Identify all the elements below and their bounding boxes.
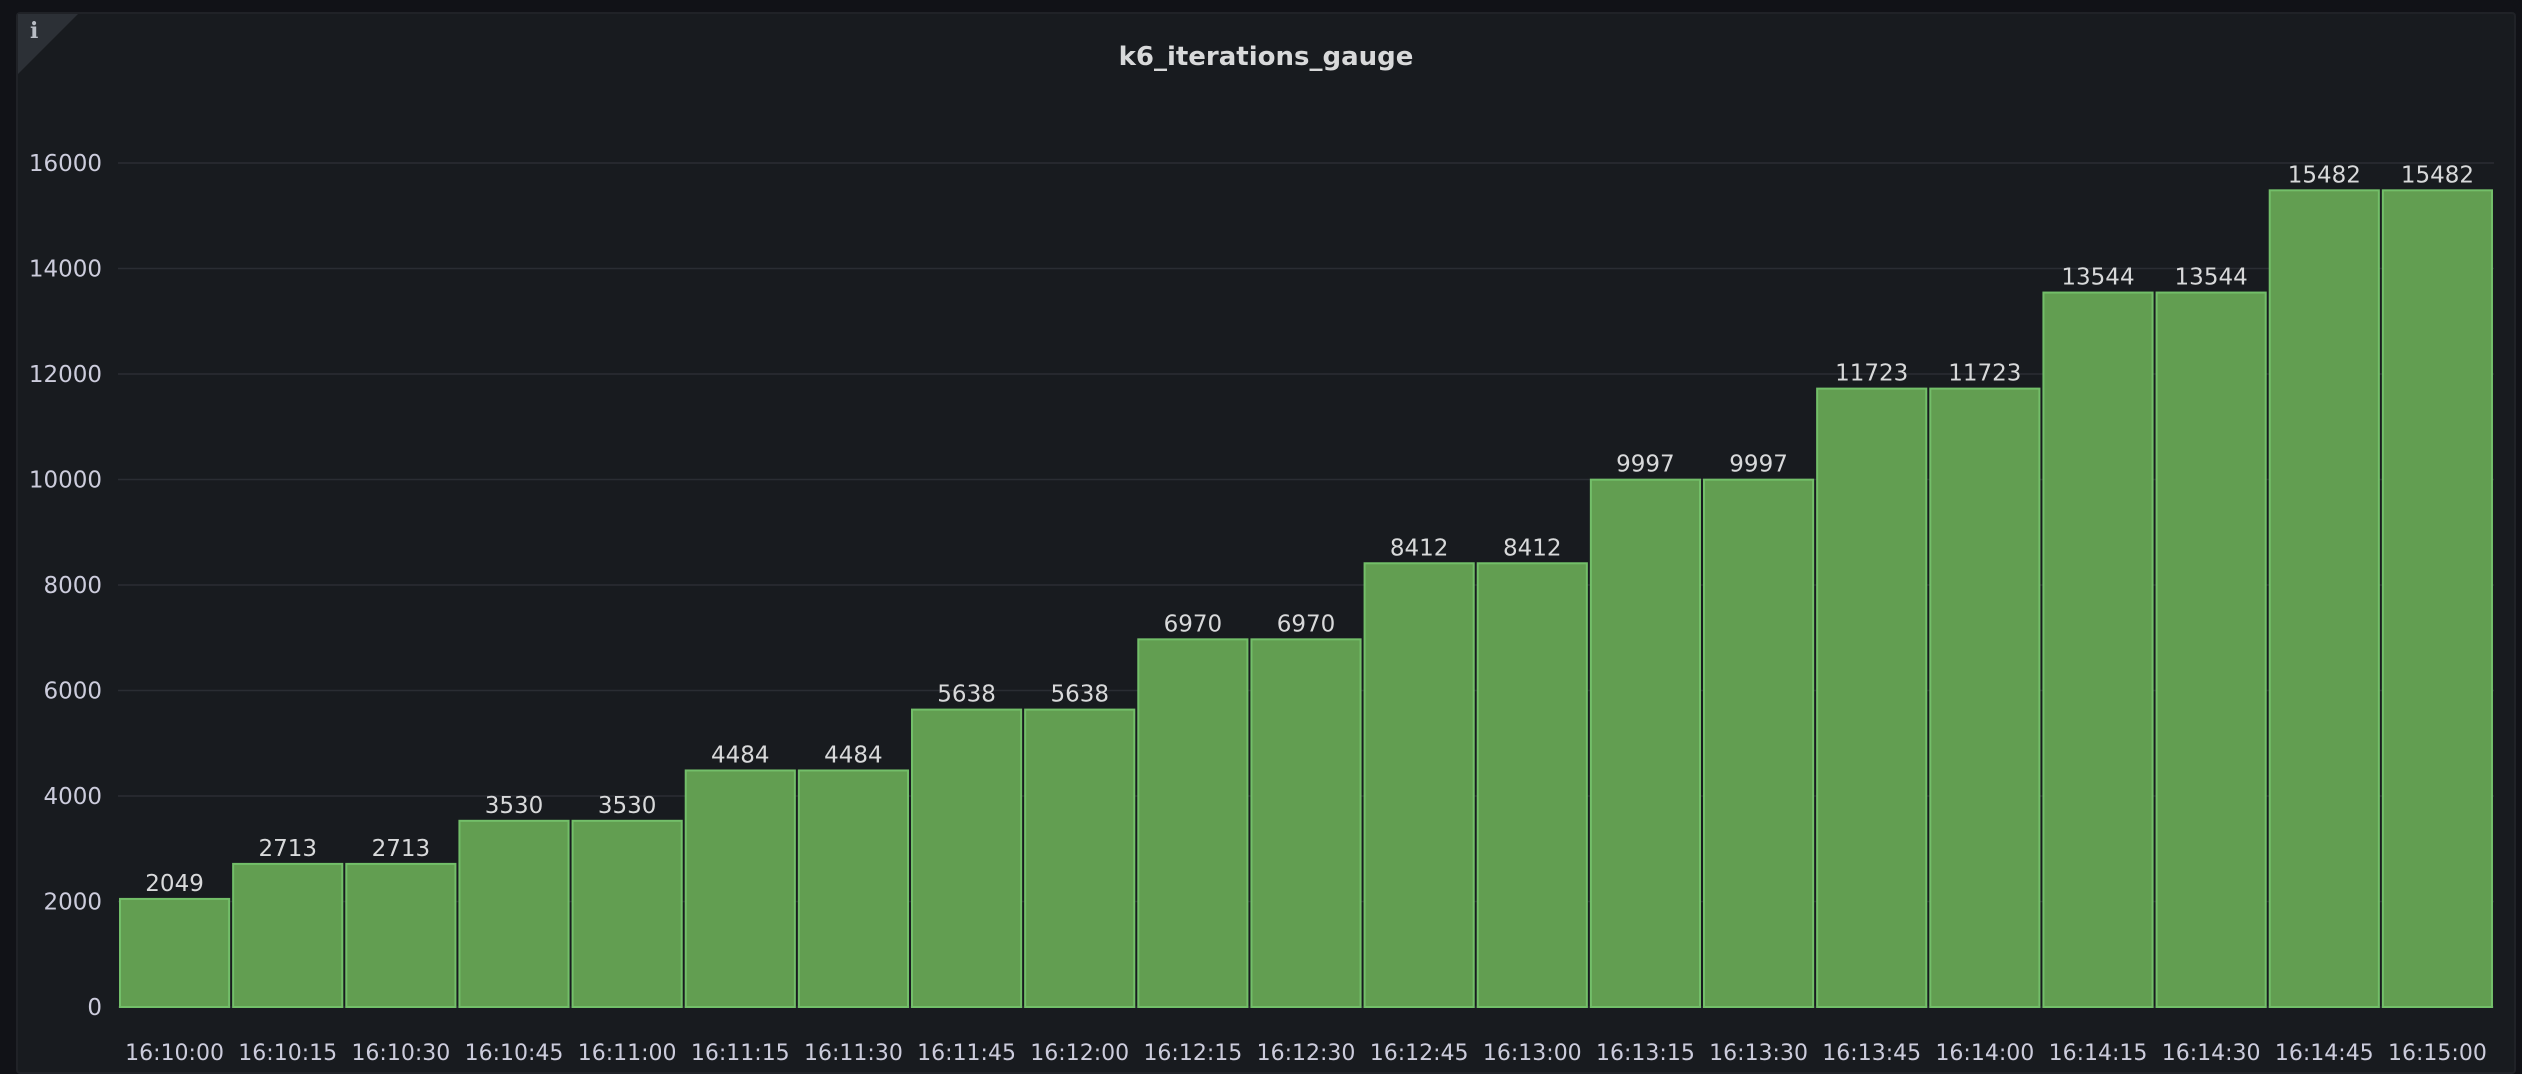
x-tick-label: 16:11:15 [691,1041,790,1066]
x-axis-ticks: 16:10:00 16:10:15 16:10:30 16:10:45 16:11:00… [125,1041,2487,1066]
bar[interactable] [345,862,457,1008]
bar[interactable] [1476,562,1588,1009]
x-tick-label: 16:12:15 [1143,1041,1242,1066]
y-tick-label: 4000 [43,784,102,810]
data-label: 11723 [1948,361,2021,387]
x-tick-label: 16:10:15 [238,1041,337,1066]
data-label: 15482 [2401,162,2474,188]
data-label: 4484 [824,742,883,768]
x-tick-label: 16:13:15 [1596,1041,1695,1066]
bar[interactable] [1703,478,1815,1008]
bar[interactable] [2381,189,2494,1008]
x-tick-label: 16:14:15 [2049,1041,2148,1066]
bar[interactable] [1589,478,1702,1008]
y-tick-label: 10000 [29,468,102,494]
data-label: 11723 [1835,361,1908,387]
bar[interactable] [2268,189,2380,1008]
panel-title[interactable]: k6_iterations_gauge [1118,42,1414,72]
bar[interactable] [571,819,683,1008]
bar[interactable] [232,862,344,1008]
bar[interactable] [1137,638,1249,1009]
x-tick-label: 16:10:30 [351,1041,450,1066]
info-icon[interactable]: i [30,18,39,44]
bar[interactable] [1250,638,1362,1009]
bar[interactable] [797,769,909,1008]
y-tick-label: 14000 [29,257,102,283]
data-label: 5638 [1050,682,1109,708]
bar[interactable] [1929,387,2041,1008]
y-tick-label: 2000 [43,890,102,916]
bar[interactable] [458,819,570,1008]
x-tick-label: 16:12:00 [1030,1041,1129,1066]
data-label: 5638 [937,682,996,708]
bar[interactable] [1816,387,1928,1008]
data-label: 2713 [258,836,317,862]
bar[interactable] [2042,291,2154,1008]
bar[interactable] [1363,562,1475,1009]
x-tick-label: 16:13:30 [1709,1041,1808,1066]
x-tick-label: 16:10:45 [465,1041,564,1066]
bars [119,189,2494,1009]
y-axis-ticks: 0 2000 4000 6000 8000 10000 12000 14000 16000 [29,151,102,1021]
data-label: 6970 [1277,611,1336,637]
x-tick-label: 16:15:00 [2388,1041,2487,1066]
x-tick-label: 16:12:45 [1370,1041,1469,1066]
x-tick-label: 16:14:00 [1935,1041,2034,1066]
y-tick-label: 0 [87,995,102,1021]
data-label: 3530 [598,793,657,819]
data-label: 8412 [1390,535,1449,561]
bar[interactable] [1024,708,1136,1009]
x-tick-label: 16:10:00 [125,1041,224,1066]
x-tick-label: 16:14:30 [2162,1041,2261,1066]
bar[interactable] [911,708,1023,1009]
data-label: 6970 [1164,611,1223,637]
x-tick-label: 16:13:45 [1822,1041,1921,1066]
data-label: 15482 [2288,162,2361,188]
data-label: 3530 [485,793,544,819]
y-tick-label: 12000 [29,362,102,388]
bar[interactable] [684,769,796,1008]
x-tick-label: 16:12:30 [1257,1041,1356,1066]
data-label: 2713 [372,836,431,862]
value-labels: 2049 2713 2713 3530 3530 4484 4484 5638 5638 6970… [145,162,2474,897]
y-tick-label: 16000 [29,151,102,177]
bar[interactable] [119,897,231,1008]
data-label: 9997 [1616,452,1675,478]
data-label: 9997 [1729,452,1788,478]
x-tick-label: 16:13:00 [1483,1041,1582,1066]
y-tick-label: 6000 [43,679,102,705]
data-label: 2049 [145,871,204,897]
x-tick-label: 16:11:45 [917,1041,1016,1066]
x-tick-label: 16:14:45 [2275,1041,2374,1066]
x-tick-label: 16:11:00 [578,1041,677,1066]
x-tick-label: 16:11:30 [804,1041,903,1066]
y-tick-label: 8000 [43,573,102,599]
data-label: 8412 [1503,535,1562,561]
data-label: 13544 [2175,265,2248,291]
info-corner[interactable] [18,14,78,74]
data-label: 13544 [2061,265,2134,291]
data-label: 4484 [711,742,770,768]
bar[interactable] [2155,291,2267,1008]
